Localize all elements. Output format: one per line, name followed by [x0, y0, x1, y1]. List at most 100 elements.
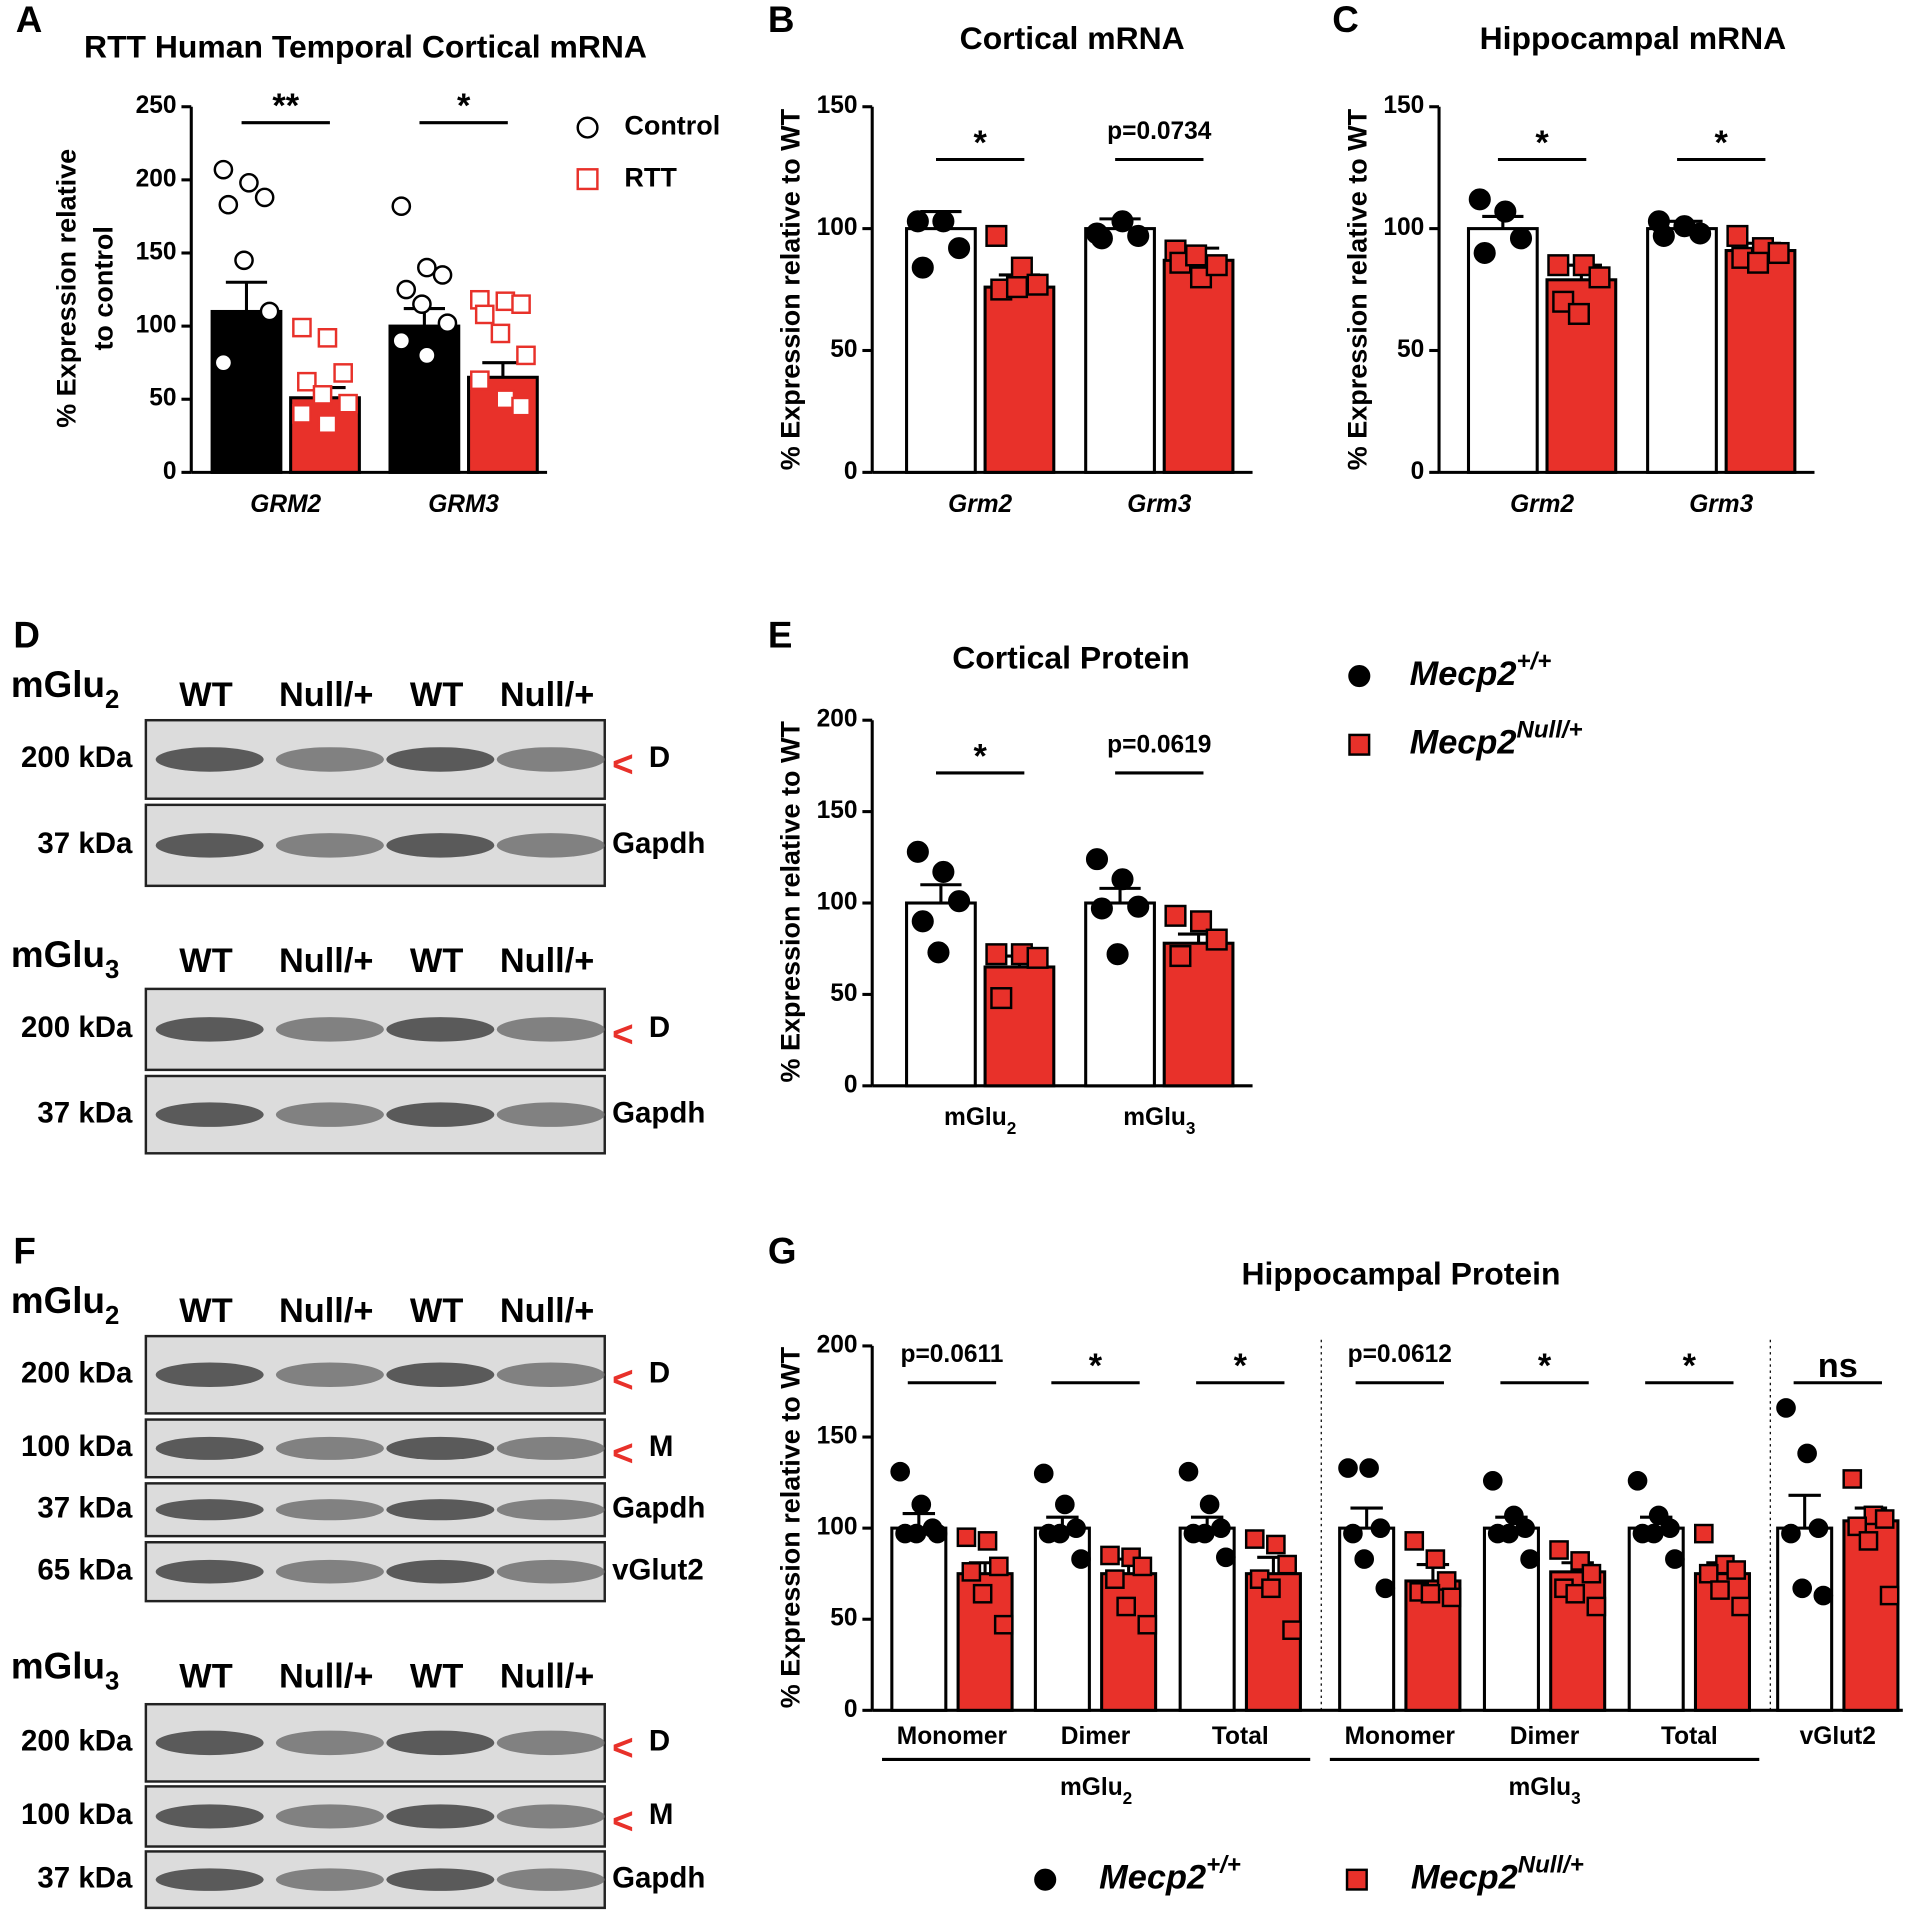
data-point	[932, 210, 955, 233]
blot-band	[496, 1499, 605, 1521]
lane-label: Null/+	[500, 1658, 594, 1696]
blot-band	[386, 1730, 495, 1756]
data-point	[1549, 1540, 1569, 1560]
protein-label-main: mGlu	[11, 934, 105, 975]
data-point	[948, 890, 971, 913]
y-axis-label: % Expression relative	[52, 149, 82, 428]
data-point	[1132, 1556, 1153, 1577]
bar	[1724, 249, 1797, 474]
data-point	[1482, 1470, 1503, 1491]
blot-band	[386, 1559, 495, 1584]
x-tick-label-sub: 3	[1186, 1117, 1196, 1137]
data-point	[396, 279, 417, 300]
data-point	[1211, 1518, 1231, 1538]
x-tick-label-sub: 2	[1007, 1117, 1017, 1137]
size-label: 200 kDa	[21, 1011, 133, 1044]
blot-band	[275, 1730, 384, 1756]
protein-label: mGlu2	[11, 1280, 119, 1330]
data-point	[1874, 1509, 1895, 1529]
y-tick-label: 100	[817, 214, 858, 241]
data-point	[292, 317, 312, 338]
x-tick-label: Monomer	[1345, 1723, 1456, 1750]
x-tick-label: Monomer	[897, 1723, 1008, 1750]
data-point	[1127, 895, 1150, 918]
data-point	[1106, 943, 1129, 966]
blot-band	[155, 1804, 264, 1829]
panel-letter: A	[16, 0, 43, 40]
legend-label: Mecp2Null/+	[1411, 1851, 1584, 1896]
data-point	[511, 294, 531, 314]
data-point	[1660, 1518, 1680, 1538]
legend-label-sup: Null/+	[1518, 1851, 1584, 1878]
data-point	[1185, 244, 1208, 267]
data-point	[961, 1562, 982, 1582]
lane-label: WT	[410, 676, 463, 714]
bar	[1162, 258, 1235, 474]
significance-label: *	[973, 124, 987, 162]
data-point	[1090, 897, 1113, 920]
data-point	[956, 1527, 977, 1548]
data-point	[1652, 224, 1675, 247]
blot-band	[496, 1102, 605, 1127]
y-tick-label: 50	[149, 385, 176, 412]
data-point	[1005, 276, 1029, 299]
lane-label: Null/+	[279, 1292, 373, 1330]
data-point	[1404, 1531, 1425, 1551]
x-tick-label: Dimer	[1510, 1723, 1580, 1750]
data-point	[1581, 1563, 1602, 1584]
data-point	[890, 1461, 910, 1482]
chart-panel: A RTT Human Temporal Cortical mRNA % Expre…	[16, 0, 647, 485]
y-tick-label: 150	[1383, 92, 1424, 119]
blot-band	[275, 1436, 384, 1460]
legend-label: Control	[624, 111, 720, 141]
lane-label: WT	[410, 1658, 463, 1696]
data-point	[1090, 227, 1113, 250]
legend-label: Mecp2+/+	[1410, 648, 1552, 693]
data-point	[927, 941, 950, 964]
y-tick-label: 150	[817, 92, 858, 119]
blot-band	[275, 1499, 384, 1521]
blot-band	[386, 1017, 495, 1042]
y-axis-label: % Expression relative to WT	[776, 108, 806, 470]
data-point	[1586, 1596, 1607, 1617]
y-tick-label: 50	[830, 336, 857, 363]
data-point	[1420, 1583, 1441, 1604]
band-label: M	[649, 1430, 674, 1463]
size-label: 100 kDa	[21, 1430, 133, 1463]
data-point	[470, 370, 490, 391]
y-tick-label: 50	[1397, 336, 1424, 363]
x-tick-label-main: mGlu	[1123, 1104, 1186, 1131]
blot-band	[275, 1804, 384, 1829]
blot-band	[496, 1017, 605, 1042]
band-label: Gapdh	[612, 1861, 705, 1894]
significance-label: ns	[1818, 1347, 1858, 1385]
data-point	[1468, 188, 1491, 211]
blot-band	[496, 1436, 605, 1460]
data-point	[1792, 1578, 1813, 1599]
data-point	[213, 352, 234, 373]
chart-title: RTT Human Temporal Cortical mRNA	[84, 28, 647, 64]
band-label: D	[649, 1011, 670, 1044]
data-point	[1694, 1523, 1714, 1544]
data-point	[1244, 1529, 1265, 1549]
blot-band	[155, 1362, 264, 1388]
data-point	[1731, 1596, 1751, 1617]
blot-band	[275, 833, 384, 858]
band-arrow: <	[612, 1013, 634, 1054]
significance-label: *	[1089, 1347, 1103, 1385]
data-point	[1648, 1505, 1669, 1526]
protein-label-sub: 3	[105, 956, 119, 984]
blot-band	[275, 1102, 384, 1127]
data-point	[1199, 1494, 1220, 1515]
significance-label: *	[1535, 124, 1549, 162]
x-tick-label-main: mGlu	[944, 1104, 1007, 1131]
data-point	[1111, 868, 1134, 891]
bar	[1842, 1519, 1900, 1712]
x-tick-label: Total	[1212, 1723, 1269, 1750]
data-point	[990, 987, 1013, 1010]
data-point	[948, 237, 971, 260]
blot-band	[155, 1102, 264, 1127]
data-point	[1100, 1545, 1120, 1566]
data-point	[1277, 1554, 1297, 1575]
